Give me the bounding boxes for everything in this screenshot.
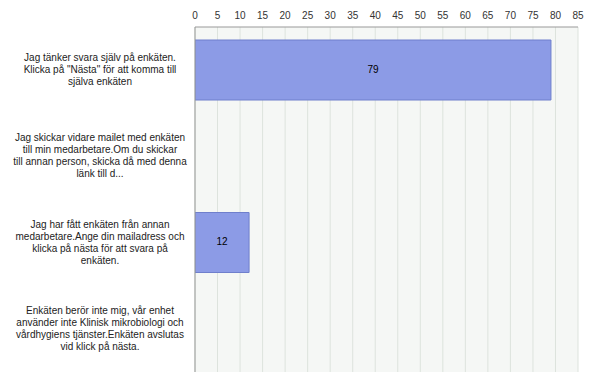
svg-text:55: 55: [437, 10, 449, 21]
svg-text:79: 79: [367, 64, 379, 75]
svg-text:40: 40: [370, 10, 382, 21]
svg-text:Jag har fått enkäten från anna: Jag har fått enkäten från annanmedarbeta…: [16, 218, 185, 265]
svg-text:45: 45: [392, 10, 404, 21]
svg-text:Enkäten berör inte mig, vår en: Enkäten berör inte mig, vår enhetanvände…: [16, 305, 184, 352]
svg-text:80: 80: [550, 10, 562, 21]
svg-text:20: 20: [280, 10, 292, 21]
svg-text:60: 60: [460, 10, 472, 21]
svg-text:50: 50: [415, 10, 427, 21]
svg-text:70: 70: [505, 10, 517, 21]
svg-text:30: 30: [325, 10, 337, 21]
svg-text:75: 75: [527, 10, 539, 21]
svg-text:Jag tänker svara själv på enkä: Jag tänker svara själv på enkäten.Klicka…: [24, 52, 177, 87]
svg-text:85: 85: [572, 10, 584, 21]
svg-text:Jag skickar vidare mailet med: Jag skickar vidare mailet med enkätentil…: [13, 132, 187, 179]
svg-text:12: 12: [216, 236, 228, 247]
svg-text:15: 15: [257, 10, 269, 21]
svg-text:35: 35: [347, 10, 359, 21]
svg-text:0: 0: [192, 10, 198, 21]
svg-text:10: 10: [234, 10, 246, 21]
svg-text:5: 5: [215, 10, 221, 21]
svg-text:25: 25: [302, 10, 314, 21]
svg-text:65: 65: [482, 10, 494, 21]
